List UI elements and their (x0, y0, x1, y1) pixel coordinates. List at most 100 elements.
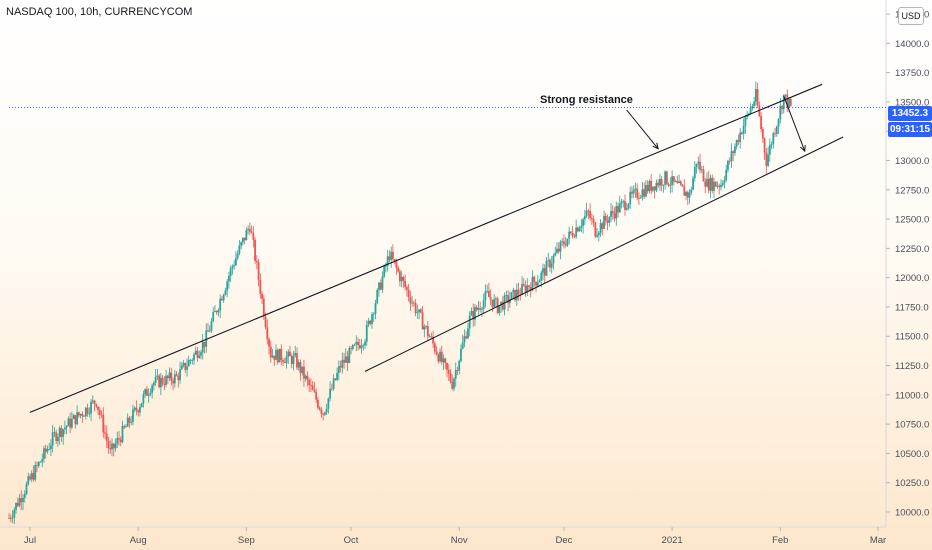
candle-body (357, 341, 359, 346)
candle-body (243, 237, 246, 241)
candle-body (683, 186, 686, 196)
candle-body (711, 177, 714, 191)
candle-body (27, 476, 30, 484)
candle-body (515, 289, 518, 301)
y-tick-label: 11250.0 (895, 361, 929, 372)
candle-body (182, 362, 185, 366)
candle-body (770, 144, 773, 146)
candle-body (679, 181, 682, 185)
candle-body (474, 307, 476, 320)
candle-body (39, 461, 42, 463)
candle-body (446, 363, 448, 370)
candle-body (723, 179, 726, 184)
candle-body (674, 181, 677, 182)
lower-channel-trendline[interactable] (364, 136, 844, 372)
candle-body (97, 406, 99, 411)
x-tick-label: Aug (130, 535, 147, 546)
candle-body (648, 180, 651, 192)
candle-body (699, 161, 701, 171)
candle-body (126, 417, 129, 427)
candle-body (765, 152, 768, 166)
candle-body (104, 432, 106, 434)
candle-body (339, 366, 342, 368)
candle-body (549, 260, 551, 268)
candle-body (727, 160, 729, 170)
annotation-arrow[interactable] (626, 109, 659, 150)
candle-body (439, 351, 441, 362)
candle-body (364, 341, 366, 346)
candle-body (617, 206, 619, 213)
candle-body (587, 210, 590, 212)
candle-body (631, 191, 633, 194)
candle-body (179, 369, 181, 381)
candle-body (467, 328, 469, 339)
y-tick-label: 11000.0 (895, 390, 929, 401)
candle-body (470, 310, 473, 316)
candle-body (166, 375, 169, 379)
annotation-arrow-head (652, 142, 659, 150)
candle-body (226, 281, 229, 291)
currency-badge[interactable]: USD (898, 7, 924, 25)
candle-body (50, 445, 52, 450)
candle-body (437, 354, 440, 362)
upper-channel-trendline[interactable] (29, 83, 823, 413)
candle-body (500, 301, 503, 306)
candle-body (37, 462, 40, 466)
candle-body (590, 218, 593, 220)
candle-body (128, 417, 131, 423)
candle-body (606, 220, 609, 223)
candle-body (734, 146, 736, 154)
candle-body (355, 341, 358, 345)
candle-body (266, 327, 269, 340)
candle-body (320, 409, 323, 414)
candle-body (611, 211, 614, 214)
candle-body (545, 260, 548, 276)
candle-body (215, 310, 218, 313)
candle-body (29, 476, 31, 480)
candle-body (67, 418, 70, 427)
candle-body (282, 360, 284, 363)
candle-body (268, 339, 270, 347)
projection-arrow[interactable] (783, 95, 806, 152)
candle-body (735, 140, 738, 147)
candle-body (139, 407, 141, 413)
candle-body (582, 219, 585, 226)
candle-body (465, 336, 468, 339)
candle-body (686, 191, 689, 198)
candle-body (580, 225, 583, 229)
candle-body (697, 161, 700, 164)
candle-body (672, 176, 675, 182)
candle-body (273, 355, 276, 360)
candle-body (212, 311, 215, 322)
candle-body (676, 181, 679, 184)
candle-body (570, 231, 572, 233)
candle-body (57, 436, 59, 442)
candle-body (535, 281, 537, 286)
candle-body (278, 348, 281, 363)
candle-body (374, 303, 377, 314)
candle-body (678, 181, 680, 184)
candle-body (44, 448, 47, 452)
candle-body (652, 186, 654, 191)
x-tick-label: Oct (344, 535, 359, 546)
candle-body (604, 215, 607, 221)
candle-body (707, 178, 710, 191)
candle-body (25, 483, 28, 494)
candle-body (725, 169, 728, 180)
candle-body (728, 160, 731, 162)
candle-body (411, 302, 414, 304)
candle-body (454, 370, 457, 379)
candle-body (756, 89, 759, 106)
candle-body (706, 178, 708, 187)
candle-body (149, 392, 152, 395)
candle-body (407, 289, 410, 298)
candle-body (168, 372, 171, 379)
candle-body (641, 189, 644, 198)
candle-body (100, 414, 103, 416)
countdown-tag: 09:31:15 (888, 122, 932, 137)
candle-body (200, 352, 202, 356)
candle-body (283, 362, 286, 363)
candle-body (732, 151, 735, 154)
candle-body (269, 346, 272, 358)
